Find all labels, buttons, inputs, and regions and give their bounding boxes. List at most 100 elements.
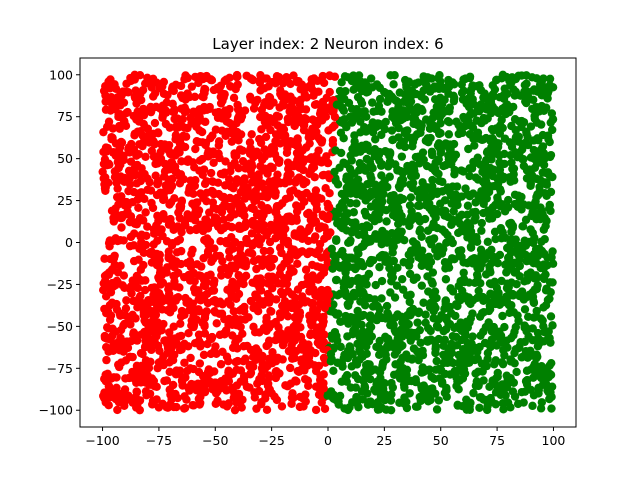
red-point xyxy=(185,386,194,395)
green-point xyxy=(439,341,448,351)
green-point xyxy=(417,261,426,270)
red-point xyxy=(173,293,183,302)
green-point xyxy=(430,208,440,218)
red-point xyxy=(199,165,209,174)
red-point xyxy=(307,320,316,330)
green-point xyxy=(474,381,483,391)
red-point xyxy=(292,141,301,150)
green-point xyxy=(511,322,521,332)
red-point xyxy=(194,330,204,339)
green-point xyxy=(403,161,412,171)
green-point xyxy=(417,382,426,392)
green-point xyxy=(488,90,498,99)
green-point xyxy=(539,303,548,312)
red-point xyxy=(266,220,276,230)
green-point xyxy=(527,73,537,82)
red-point xyxy=(121,121,131,131)
green-point xyxy=(520,305,530,314)
green-point xyxy=(358,109,367,119)
green-point xyxy=(421,310,430,319)
red-point xyxy=(284,346,294,356)
green-point xyxy=(438,206,448,216)
green-point xyxy=(496,121,505,130)
green-point xyxy=(521,215,531,225)
red-point xyxy=(254,173,263,182)
green-point xyxy=(426,133,435,143)
green-point xyxy=(449,194,459,203)
green-point xyxy=(532,284,542,294)
red-point xyxy=(292,347,301,356)
red-point xyxy=(295,163,304,172)
green-point xyxy=(431,389,440,398)
red-point xyxy=(150,337,159,347)
green-point xyxy=(505,219,514,228)
red-point xyxy=(146,102,155,112)
red-point xyxy=(263,169,272,178)
green-point xyxy=(485,382,494,392)
green-point xyxy=(444,130,454,139)
green-point xyxy=(411,242,420,251)
green-point xyxy=(537,101,546,111)
green-point xyxy=(427,147,437,156)
red-point xyxy=(262,405,272,415)
green-point xyxy=(399,97,408,107)
red-point xyxy=(135,274,144,284)
green-point xyxy=(436,199,445,208)
green-point xyxy=(379,384,388,394)
red-point xyxy=(151,159,160,169)
green-point xyxy=(496,201,505,210)
green-point xyxy=(526,172,535,182)
green-point xyxy=(522,129,531,139)
red-point xyxy=(235,177,244,186)
green-point xyxy=(456,219,465,229)
green-point xyxy=(352,105,361,115)
green-point xyxy=(432,356,441,366)
red-point xyxy=(161,108,171,117)
green-point xyxy=(437,100,447,109)
green-point xyxy=(544,333,553,343)
green-point xyxy=(486,136,495,145)
green-point xyxy=(441,296,450,305)
red-point xyxy=(234,289,244,299)
green-point xyxy=(327,244,337,254)
green-point xyxy=(471,369,480,378)
red-point xyxy=(165,185,175,195)
green-point xyxy=(530,199,539,209)
x-tick-label: −25 xyxy=(258,433,284,448)
red-point xyxy=(296,231,306,241)
green-point xyxy=(370,232,379,242)
green-point xyxy=(418,350,428,360)
data-points-layer xyxy=(98,70,558,415)
green-point xyxy=(386,405,396,415)
red-point xyxy=(119,347,128,356)
green-point xyxy=(547,392,556,402)
red-point xyxy=(285,193,294,202)
red-point xyxy=(312,200,321,209)
red-point xyxy=(275,243,285,252)
red-point xyxy=(182,395,191,404)
green-point xyxy=(382,344,391,353)
red-point xyxy=(194,286,203,295)
green-point xyxy=(355,159,365,168)
green-point xyxy=(487,245,496,255)
red-point xyxy=(200,322,209,331)
red-point xyxy=(130,131,139,140)
green-point xyxy=(413,402,422,411)
red-point xyxy=(169,107,179,117)
green-point xyxy=(533,334,543,343)
green-point xyxy=(380,176,389,186)
green-point xyxy=(387,126,397,135)
green-point xyxy=(368,163,377,173)
red-point xyxy=(235,260,244,269)
red-point xyxy=(154,273,163,282)
green-point xyxy=(347,218,357,228)
red-point xyxy=(186,364,195,373)
green-point xyxy=(469,100,479,109)
red-point xyxy=(239,279,248,289)
green-point xyxy=(499,405,508,414)
red-point xyxy=(184,328,193,338)
red-point xyxy=(223,285,232,295)
green-point xyxy=(382,301,392,311)
red-point xyxy=(286,170,295,179)
red-point xyxy=(181,71,190,80)
